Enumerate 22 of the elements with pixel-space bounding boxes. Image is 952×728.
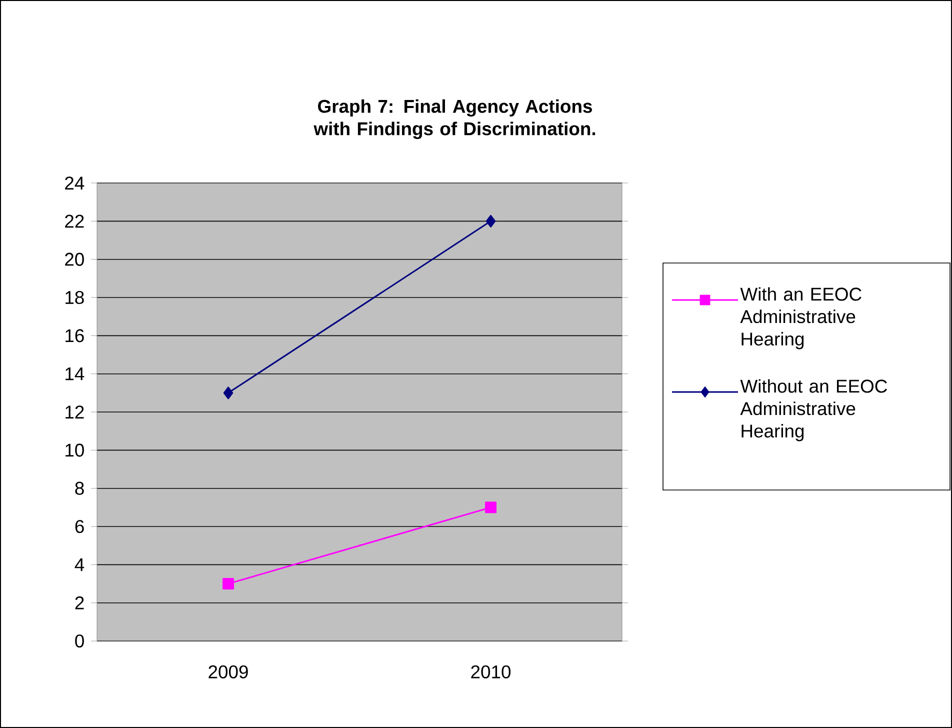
y-tick-label: 8 <box>75 482 84 495</box>
y-tick-label: 20 <box>65 252 84 266</box>
y-tick-label: 12 <box>66 406 84 418</box>
y-tick-label: 16 <box>66 329 84 342</box>
point <box>485 502 497 514</box>
legend-label: With an EEOC Administrative Hearing <box>740 287 862 350</box>
y-tick-label: 24 <box>65 176 84 190</box>
y-tick-label: 18 <box>66 290 84 304</box>
point <box>222 578 234 590</box>
x-tick-label: 2009 <box>208 665 248 678</box>
chart-title: Graph 7: Final Agency Actions with Findings of Discrimination. <box>314 99 596 140</box>
legend-label: Without an EEOC Administrative Hearing <box>740 379 887 442</box>
y-tick-label: 2 <box>75 596 84 610</box>
y-tick-label: 10 <box>66 444 84 457</box>
y-tick-label: 4 <box>74 558 84 572</box>
y-tick-label: 22 <box>65 214 84 228</box>
x-tick-label: 2010 <box>471 665 511 678</box>
y-tick-label: 0 <box>75 634 84 648</box>
y-tick-label: 6 <box>75 520 84 534</box>
y-tick-label: 14 <box>66 367 84 380</box>
point <box>486 214 496 228</box>
point <box>223 386 234 400</box>
